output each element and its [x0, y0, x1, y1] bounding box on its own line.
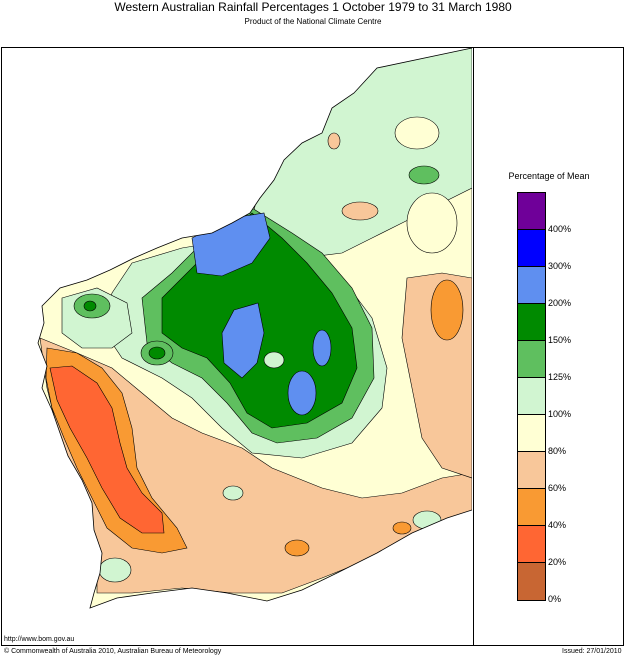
legend-label: 60% — [548, 483, 567, 493]
frame-divider — [473, 47, 474, 646]
legend-label: 300% — [548, 261, 572, 271]
region-200-300-center — [221, 302, 265, 379]
region-80-100-east — [406, 192, 458, 254]
legend-swatch — [518, 489, 545, 526]
legend-swatch — [518, 415, 545, 452]
map-subtitle: Product of the National Climate Centre — [244, 17, 382, 26]
region-80-100-kimberley — [394, 116, 440, 150]
region-200-300-east — [312, 329, 332, 367]
legend-swatch — [518, 193, 545, 230]
region-20-40-westcoast — [49, 365, 165, 534]
footer-issued: Issued: 27/01/2010 — [562, 648, 622, 655]
legend-swatch — [518, 526, 545, 563]
legend-label: 40% — [548, 520, 567, 530]
legend-label: 200% — [548, 298, 572, 308]
region-125-150-kimberley — [408, 165, 440, 185]
legend-swatch — [518, 267, 545, 304]
legend-colorbar — [517, 192, 546, 601]
region-100-125-southwest — [98, 557, 132, 583]
map-title: Western Australian Rainfall Percentages … — [114, 0, 512, 14]
map-frame — [1, 47, 624, 646]
legend-swatch — [518, 563, 545, 600]
legend-swatch — [518, 452, 545, 489]
region-150-200-northwest — [83, 300, 97, 312]
region-40-60-east — [430, 279, 464, 341]
region-40-60-south — [284, 539, 310, 557]
legend-label: 100% — [548, 409, 572, 419]
footer-copyright: © Commonwealth of Australia 2010, Austra… — [4, 648, 222, 655]
legend-label: 80% — [548, 446, 567, 456]
legend-swatch — [518, 230, 545, 267]
legend-swatch — [518, 341, 545, 378]
legend-label: 0% — [548, 594, 562, 604]
legend-label: 150% — [548, 335, 572, 345]
region-100-125-inner — [263, 351, 285, 369]
rainfall-map — [37, 48, 472, 609]
region-40-60-southeast — [392, 521, 412, 535]
legend-title: Percentage of Mean — [508, 171, 590, 181]
region-100-125-south — [222, 485, 244, 501]
legend-swatch — [518, 378, 545, 415]
legend-label: 20% — [548, 557, 567, 567]
region-60-80-kimberley-south — [327, 132, 341, 150]
region-150-200-west — [148, 346, 166, 360]
region-200-300-south — [287, 370, 317, 416]
coastline — [37, 48, 472, 609]
legend-label: 125% — [548, 372, 572, 382]
legend-swatch — [518, 304, 545, 341]
region-60-80-pilbara-north — [341, 201, 379, 221]
footer-url[interactable]: http://www.bom.gov.au — [4, 636, 75, 643]
legend-label: 400% — [548, 224, 572, 234]
